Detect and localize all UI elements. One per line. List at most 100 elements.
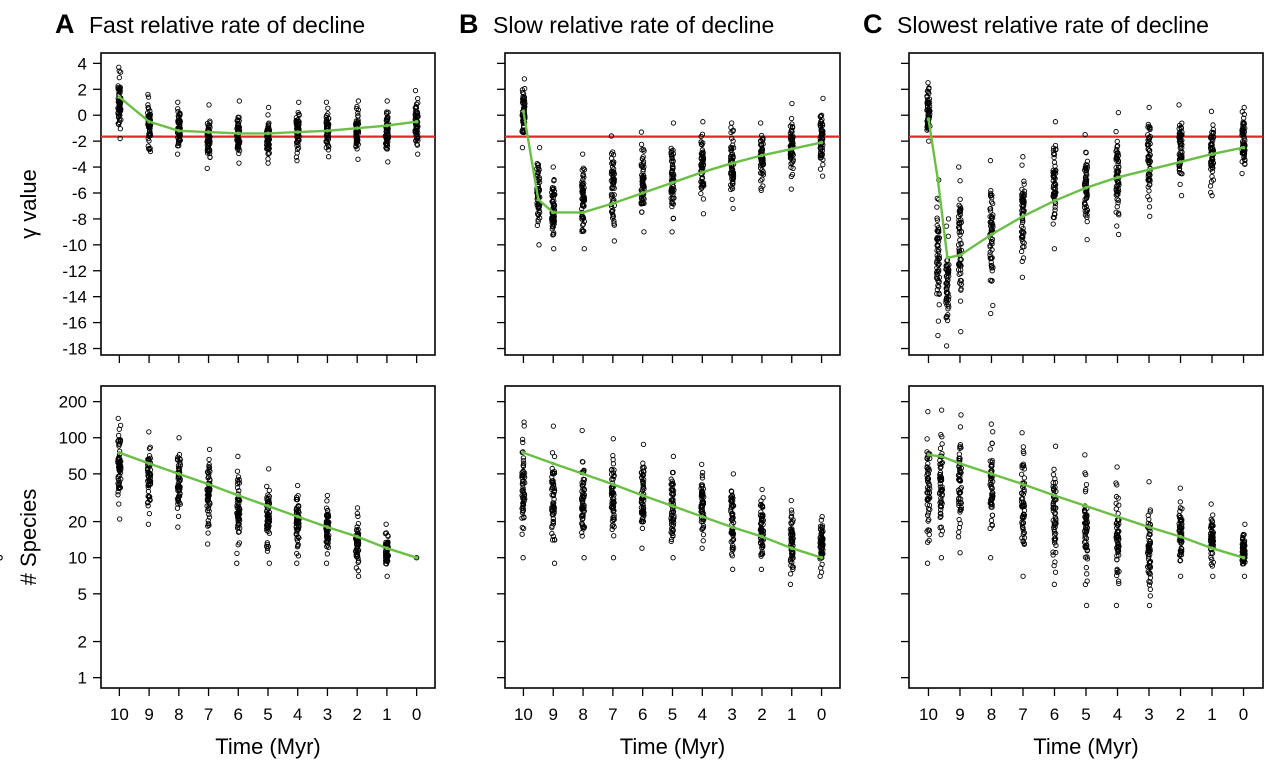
- data-point: [234, 118, 240, 124]
- data-point: [235, 524, 241, 530]
- data-point: [758, 142, 764, 148]
- data-point: [670, 555, 676, 561]
- data-point: [325, 544, 331, 551]
- data-point: [236, 517, 243, 524]
- data-point: [760, 169, 766, 175]
- data-point: [551, 177, 557, 183]
- data-point: [728, 124, 734, 131]
- data-point: [1083, 481, 1090, 488]
- data-point: [266, 487, 272, 494]
- data-point: [1145, 545, 1152, 552]
- data-point: [205, 470, 211, 476]
- data-point: [536, 144, 543, 151]
- data-point: [944, 268, 951, 274]
- data-point: [925, 518, 931, 524]
- data-point: [990, 212, 996, 218]
- data-point: [608, 471, 615, 477]
- data-point: [611, 185, 617, 191]
- data-point: [700, 538, 706, 544]
- data-point: [1114, 572, 1120, 579]
- mean-point: [236, 131, 241, 136]
- data-point: [355, 555, 361, 561]
- data-point: [264, 483, 270, 490]
- mean-point: [117, 95, 122, 99]
- data-point: [610, 173, 616, 179]
- data-point: [237, 511, 243, 517]
- data-point: [818, 128, 825, 134]
- data-point: [1082, 212, 1089, 218]
- data-point: [820, 161, 826, 168]
- data-point: [115, 485, 122, 492]
- data-point: [176, 142, 182, 149]
- data-point: [353, 565, 360, 571]
- data-point: [235, 529, 242, 535]
- data-point: [580, 492, 586, 498]
- data-point: [988, 188, 994, 194]
- data-point: [384, 114, 390, 121]
- data-point: [934, 272, 940, 278]
- data-point: [1115, 159, 1122, 165]
- data-point: [790, 564, 796, 570]
- x-tick-label: 3: [1144, 705, 1153, 724]
- data-point: [581, 174, 587, 180]
- data-point: [668, 187, 674, 193]
- y-tick-label: 50: [68, 465, 87, 484]
- data-point: [1114, 556, 1120, 563]
- data-point: [700, 156, 707, 162]
- data-point: [324, 492, 330, 499]
- data-point: [413, 129, 419, 135]
- data-point: [1114, 153, 1120, 159]
- data-point: [956, 455, 963, 462]
- data-point: [1084, 165, 1090, 171]
- data-point: [519, 436, 526, 443]
- data-point: [1050, 151, 1057, 157]
- data-point: [1081, 507, 1088, 514]
- data-point: [264, 548, 271, 554]
- data-point: [790, 566, 796, 572]
- data-point: [1084, 236, 1090, 243]
- data-point: [175, 106, 181, 112]
- data-point: [581, 218, 588, 225]
- data-point: [728, 182, 734, 188]
- data-point: [1019, 274, 1026, 280]
- data-point: [943, 343, 950, 349]
- data-point: [669, 519, 675, 525]
- data-point: [639, 545, 645, 551]
- data-point: [728, 508, 734, 514]
- data-point: [1052, 189, 1058, 195]
- data-point: [519, 144, 526, 151]
- data-point: [789, 124, 796, 131]
- data-point: [1146, 559, 1152, 566]
- data-point: [1147, 551, 1153, 558]
- x-tick-label: 0: [412, 705, 421, 724]
- data-point: [1115, 528, 1121, 534]
- data-point: [1083, 162, 1089, 168]
- data-point: [955, 534, 962, 540]
- data-point: [730, 503, 736, 510]
- data-point: [521, 419, 527, 425]
- data-point: [730, 503, 737, 509]
- data-point: [520, 439, 526, 446]
- data-point: [1019, 471, 1025, 477]
- data-point: [936, 235, 943, 241]
- data-point: [293, 494, 300, 500]
- data-point: [987, 525, 993, 532]
- data-point: [1114, 151, 1120, 157]
- data-point: [519, 515, 525, 521]
- data-point: [235, 479, 241, 485]
- data-point: [788, 127, 795, 133]
- data-point: [1050, 552, 1056, 558]
- mean-point: [236, 493, 241, 498]
- data-point: [989, 504, 995, 510]
- data-point: [669, 478, 675, 484]
- data-point: [580, 515, 586, 521]
- data-point: [1208, 501, 1214, 507]
- data-point: [145, 521, 152, 527]
- data-point: [266, 513, 272, 519]
- data-point: [640, 515, 646, 521]
- data-point: [1114, 144, 1120, 150]
- data-point: [295, 542, 301, 549]
- x-tick-label: 10: [110, 705, 129, 724]
- x-tick-label: 1: [1207, 705, 1216, 724]
- data-point: [1084, 218, 1090, 225]
